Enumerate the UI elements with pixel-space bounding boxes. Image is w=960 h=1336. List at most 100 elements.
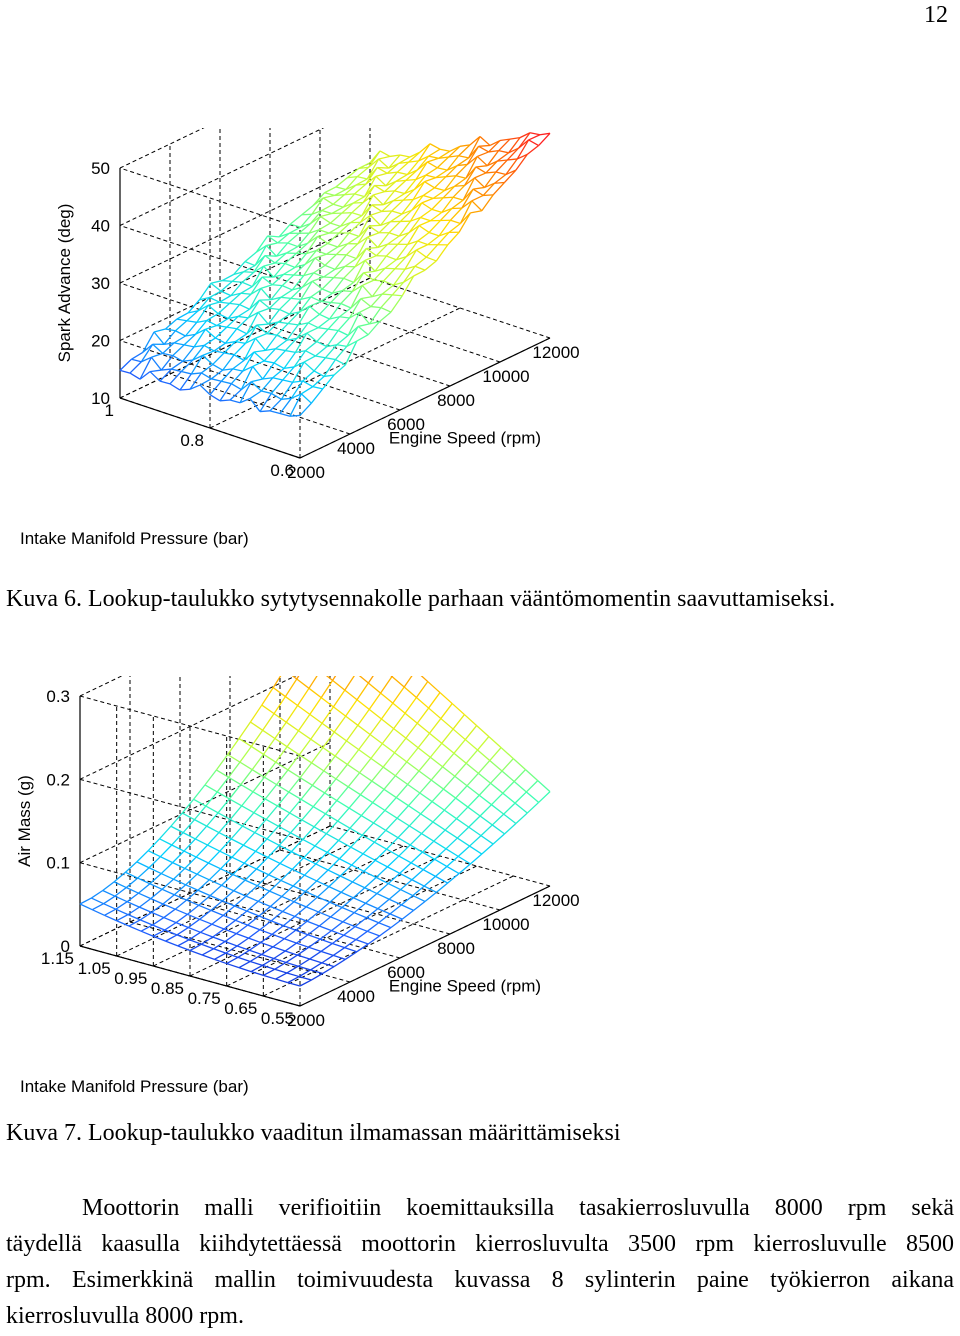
mesh-segment: [337, 820, 351, 829]
mesh-segment: [435, 176, 446, 179]
mesh-segment: [242, 281, 253, 288]
mesh-segment: [257, 900, 271, 908]
mesh-segment: [251, 769, 265, 778]
mesh-segment: [237, 956, 251, 963]
mesh-segment: [360, 296, 373, 300]
mesh-segment: [299, 305, 310, 313]
mesh-segment: [175, 913, 188, 924]
mesh-segment: [151, 911, 165, 919]
mesh-segment: [444, 829, 458, 839]
mesh-segment: [332, 290, 343, 294]
mesh-segment: [372, 802, 386, 811]
mesh-segment: [380, 294, 393, 309]
mesh-segment: [309, 697, 322, 715]
mesh-segment: [231, 271, 245, 282]
mesh-segment: [273, 263, 286, 278]
mesh-segment: [407, 770, 420, 785]
mesh-segment: [219, 383, 232, 402]
mesh-segment: [150, 888, 163, 900]
mesh-segment: [247, 915, 260, 926]
mesh-segment: [422, 851, 435, 860]
mesh-segment: [317, 235, 329, 244]
mesh-segment: [457, 163, 468, 167]
mesh-segment: [459, 200, 473, 224]
mesh-segment: [314, 833, 327, 847]
mesh-segment: [283, 273, 294, 276]
mesh-segment: [415, 249, 427, 258]
mesh-segment: [273, 950, 286, 960]
mesh-segment: [433, 829, 446, 842]
mesh-segment: [478, 794, 492, 806]
mesh-segment: [454, 184, 465, 187]
mesh-segment: [415, 161, 428, 180]
mesh-segment: [296, 676, 300, 680]
mesh-segment: [235, 924, 249, 935]
mesh-segment: [375, 876, 389, 885]
mesh-segment: [234, 905, 248, 912]
mesh-segment: [428, 155, 439, 159]
mesh-segment: [148, 856, 161, 869]
mesh-segment: [356, 682, 369, 701]
mesh-segment: [428, 148, 441, 157]
mesh-segment: [223, 919, 236, 930]
mesh-segment: [442, 752, 455, 768]
mesh-segment: [247, 299, 261, 319]
mesh-segment: [286, 965, 299, 974]
mesh-segment: [456, 806, 469, 820]
mesh-segment: [253, 351, 265, 362]
mesh-segment: [182, 819, 195, 834]
mesh-segment: [328, 225, 341, 234]
x-tick-label: 2000: [287, 463, 325, 482]
mesh-segment: [211, 378, 222, 382]
mesh-segment: [358, 749, 372, 759]
mesh-segment: [176, 934, 190, 941]
mesh-segment: [408, 825, 422, 835]
mesh-segment: [315, 355, 326, 359]
mesh-segment: [386, 848, 400, 857]
mesh-segment: [417, 747, 431, 758]
mesh-segment: [335, 243, 349, 255]
mesh-segment: [408, 792, 421, 807]
mesh-segment: [528, 134, 541, 141]
mesh-segment: [246, 900, 259, 912]
mesh-segment: [163, 916, 177, 924]
mesh-segment: [385, 180, 397, 187]
mesh-segment: [271, 925, 284, 935]
mesh-segment: [269, 307, 280, 311]
mesh-segment: [355, 248, 367, 260]
mesh-segment: [349, 311, 360, 319]
mesh-segment: [332, 947, 345, 956]
mesh-segment: [336, 344, 347, 348]
mesh-segment: [273, 273, 284, 278]
mesh-segment: [431, 801, 445, 811]
grid-line: [119, 128, 325, 226]
mesh-segment: [430, 766, 444, 781]
mesh-segment: [176, 312, 189, 320]
mesh-segment: [365, 247, 377, 257]
mesh-segment: [222, 900, 235, 907]
mesh-segment: [225, 952, 239, 958]
mesh-segment: [343, 934, 357, 941]
page-number: 12: [924, 2, 948, 28]
mesh-segment: [149, 371, 161, 382]
mesh-segment: [498, 150, 509, 154]
mesh-segment: [443, 196, 454, 199]
mesh-segment: [207, 304, 219, 315]
x-tick-label: 10000: [482, 915, 529, 934]
mesh-segment: [503, 802, 516, 815]
mesh-segment: [321, 954, 334, 964]
y-tick-label: 1.05: [78, 959, 111, 978]
mesh-segment: [152, 343, 164, 354]
mesh-segment: [230, 825, 244, 840]
mesh-segment: [319, 938, 333, 945]
mesh-segment: [230, 281, 243, 297]
mesh-segment: [401, 895, 414, 906]
plot-box-fig7: [79, 676, 551, 1007]
mesh-segment: [343, 266, 356, 279]
mesh-segment: [326, 246, 339, 255]
mesh-segment: [285, 721, 299, 732]
mesh-segment: [221, 890, 235, 902]
mesh-segment: [334, 740, 348, 757]
mesh-segment: [255, 332, 268, 339]
mesh-segment: [261, 704, 275, 715]
